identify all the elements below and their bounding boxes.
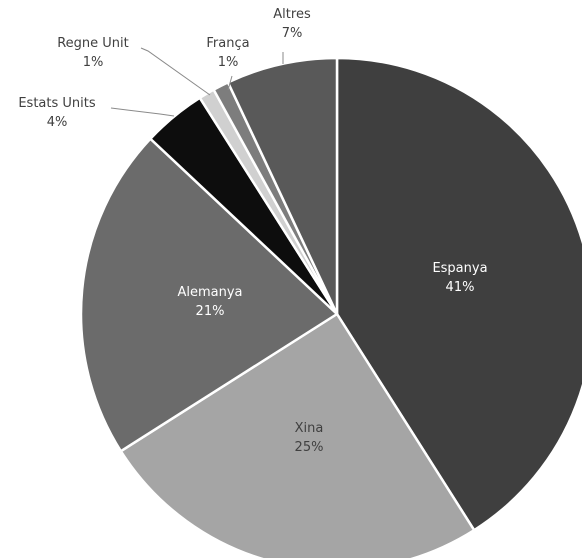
slice-label-xina: Xina 25% <box>295 421 324 455</box>
pie-slice-espanya <box>335 56 582 532</box>
slice-labels: Espanya 41% Xina 25% Alemanya 21% Estats Units… <box>18 7 487 455</box>
slice-label-altres: Altres 7% <box>273 7 311 41</box>
slice-value-regne-unit: 1% <box>83 55 104 70</box>
slice-label-fran-a: França 1% <box>206 36 249 70</box>
slice-value-fran-a: 1% <box>218 55 239 70</box>
slice-label-alemanya: Alemanya 21% <box>177 285 242 319</box>
slice-category-alemanya: Alemanya <box>177 285 242 300</box>
pie-slice-xina <box>119 312 476 558</box>
slice-category-regne-unit: Regne Unit <box>57 36 129 51</box>
pie-slices <box>79 56 582 558</box>
leader-lines <box>110 47 284 117</box>
slice-category-espanya: Espanya <box>432 261 487 276</box>
slice-category-xina: Xina <box>295 421 324 436</box>
slice-label-estats-units: Estats Units 4% <box>18 96 96 130</box>
slice-category-fran-a: França <box>206 36 249 51</box>
slice-value-espanya: 41% <box>446 280 475 295</box>
slice-value-altres: 7% <box>282 26 303 41</box>
leader-line-fran-a <box>227 75 233 91</box>
slice-value-alemanya: 21% <box>196 304 225 319</box>
slice-label-espanya: Espanya 41% <box>432 261 487 295</box>
leader-line-regne-unit <box>140 47 211 96</box>
slice-value-estats-units: 4% <box>47 115 68 130</box>
slice-category-altres: Altres <box>273 7 311 22</box>
pie-slice-alemanya <box>79 137 339 453</box>
leader-line-estats-units <box>110 107 175 117</box>
slice-value-xina: 25% <box>295 440 324 455</box>
slice-label-regne-unit: Regne Unit 1% <box>57 36 129 70</box>
slice-category-estats-units: Estats Units <box>18 96 96 111</box>
